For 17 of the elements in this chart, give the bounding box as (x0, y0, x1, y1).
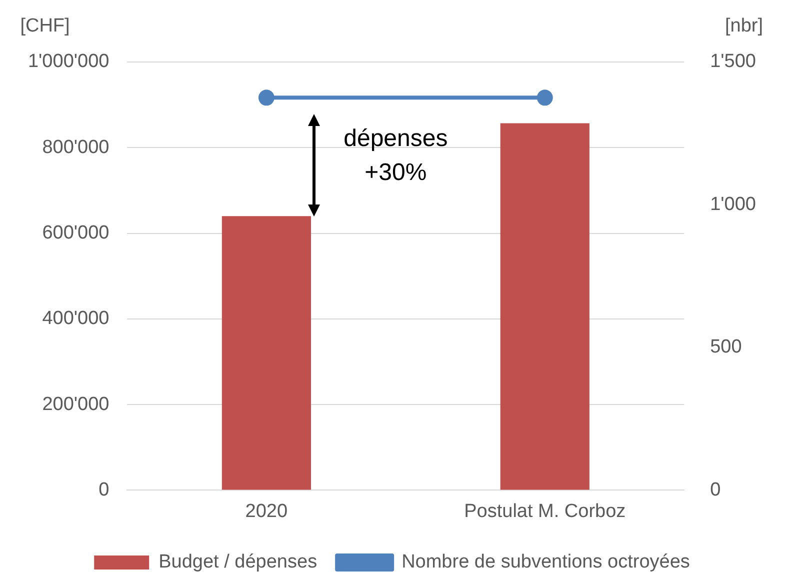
x-tick-label: Postulat M. Corboz (464, 500, 626, 522)
y-tick-label: 1'000'000 (28, 51, 110, 72)
y2-tick-label: 0 (710, 479, 721, 500)
y-tick-label: 600'000 (42, 222, 110, 244)
y2-tick-label: 1'000 (710, 194, 756, 215)
legend-label: Nombre de subventions octroyées (402, 552, 690, 573)
y-axis-title: [CHF] (20, 16, 70, 37)
y-tick-label: 0 (98, 479, 110, 500)
y2-axis-title: [nbr] (724, 16, 764, 37)
y2-tick-label: 500 (710, 336, 742, 358)
x-tick-label: 2020 (245, 500, 288, 522)
y-tick-label: 400'000 (42, 308, 110, 330)
y-tick-label: 800'000 (42, 136, 110, 158)
y2-tick-label: 1'500 (710, 51, 756, 72)
y-tick-label: 200'000 (42, 394, 110, 415)
legend-label: Budget / dépenses (158, 552, 318, 573)
annotation: dépenses +30% (344, 124, 448, 186)
